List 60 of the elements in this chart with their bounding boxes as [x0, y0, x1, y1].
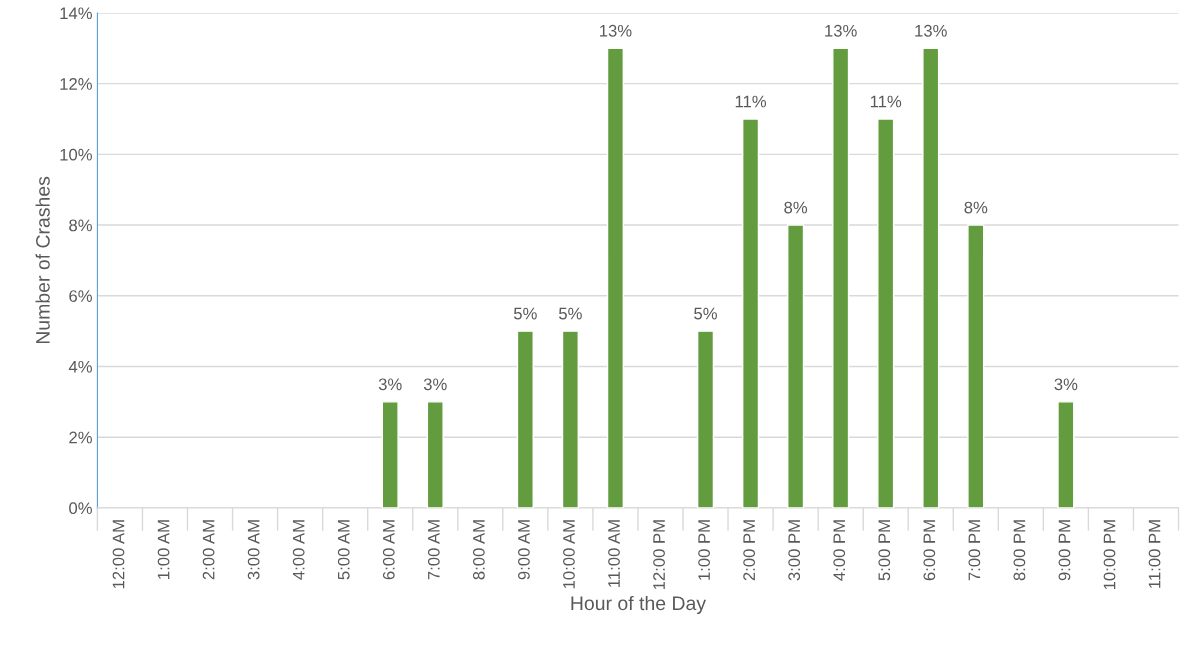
y-tick-label: 12%	[60, 78, 92, 90]
bar	[741, 118, 760, 508]
x-tick-label: 5:00 PM	[878, 520, 891, 581]
x-tick-label: 11:00 PM	[1148, 520, 1161, 588]
y-tick-label: 14%	[60, 7, 92, 20]
data-label: 5%	[513, 307, 537, 320]
x-axis-title: Hour of the Day	[571, 595, 707, 615]
x-tick-label: 7:00 AM	[427, 520, 440, 580]
bar	[696, 330, 715, 508]
y-tick-label: 0%	[69, 502, 92, 515]
y-tick-label: 4%	[68, 360, 92, 373]
bar	[606, 47, 625, 508]
bar	[426, 401, 444, 508]
data-label: 8%	[784, 201, 808, 214]
x-tick-label: 1:00 PM	[698, 520, 710, 580]
x-tick-label: 6:00 PM	[923, 520, 936, 581]
y-tick-label: 6%	[69, 290, 92, 302]
data-label: 8%	[964, 201, 988, 214]
y-tick-label: 10%	[60, 148, 92, 161]
data-label: 13%	[915, 24, 947, 37]
x-tick-label: 3:00 AM	[247, 520, 260, 580]
x-tick-label: 8:00 PM	[1013, 520, 1026, 581]
bar	[877, 118, 895, 508]
x-tick-label: 2:00 PM	[743, 520, 756, 581]
data-label: 11%	[870, 95, 902, 108]
x-tick-label: 8:00 AM	[472, 520, 485, 580]
x-tick-label: 12:00 PM	[653, 520, 665, 590]
x-tick-label: 5:00 AM	[337, 520, 350, 580]
data-label: 5%	[694, 307, 717, 320]
x-tick-label: 12:00 AM	[112, 520, 125, 589]
x-tick-label: 3:00 PM	[788, 520, 801, 581]
y-axis-title: Number of Crashes	[35, 176, 50, 344]
data-label: 5%	[559, 307, 582, 320]
bar	[787, 224, 805, 508]
x-tick-label: 11:00 AM	[608, 520, 620, 587]
bar	[561, 330, 579, 508]
data-label: 13%	[825, 24, 857, 37]
x-tick-label: 6:00 AM	[382, 520, 395, 580]
x-tick-label: 10:00 PM	[1103, 520, 1116, 590]
data-label: 3%	[423, 378, 447, 391]
x-tick-label: 10:00 AM	[563, 520, 575, 589]
bar	[967, 224, 985, 508]
data-label: 13%	[600, 24, 632, 37]
bar	[832, 47, 850, 508]
y-tick-label: 8%	[69, 219, 92, 232]
x-tick-label: 7:00 PM	[968, 520, 981, 581]
x-tick-label: 9:00 AM	[518, 520, 530, 580]
data-label: 3%	[1054, 378, 1078, 391]
x-tick-label: 1:00 AM	[157, 520, 170, 579]
x-tick-label: 9:00 PM	[1058, 520, 1071, 581]
y-tick-label: 2%	[69, 431, 92, 444]
data-label: 11%	[735, 95, 767, 108]
bar	[1057, 401, 1075, 508]
x-tick-label: 4:00 AM	[292, 520, 305, 580]
data-label: 3%	[378, 378, 402, 391]
bar	[516, 330, 534, 508]
x-tick-label: 4:00 PM	[833, 520, 846, 581]
bar	[922, 47, 940, 508]
x-tick-label: 2:00 AM	[202, 520, 215, 580]
bar	[381, 401, 399, 508]
